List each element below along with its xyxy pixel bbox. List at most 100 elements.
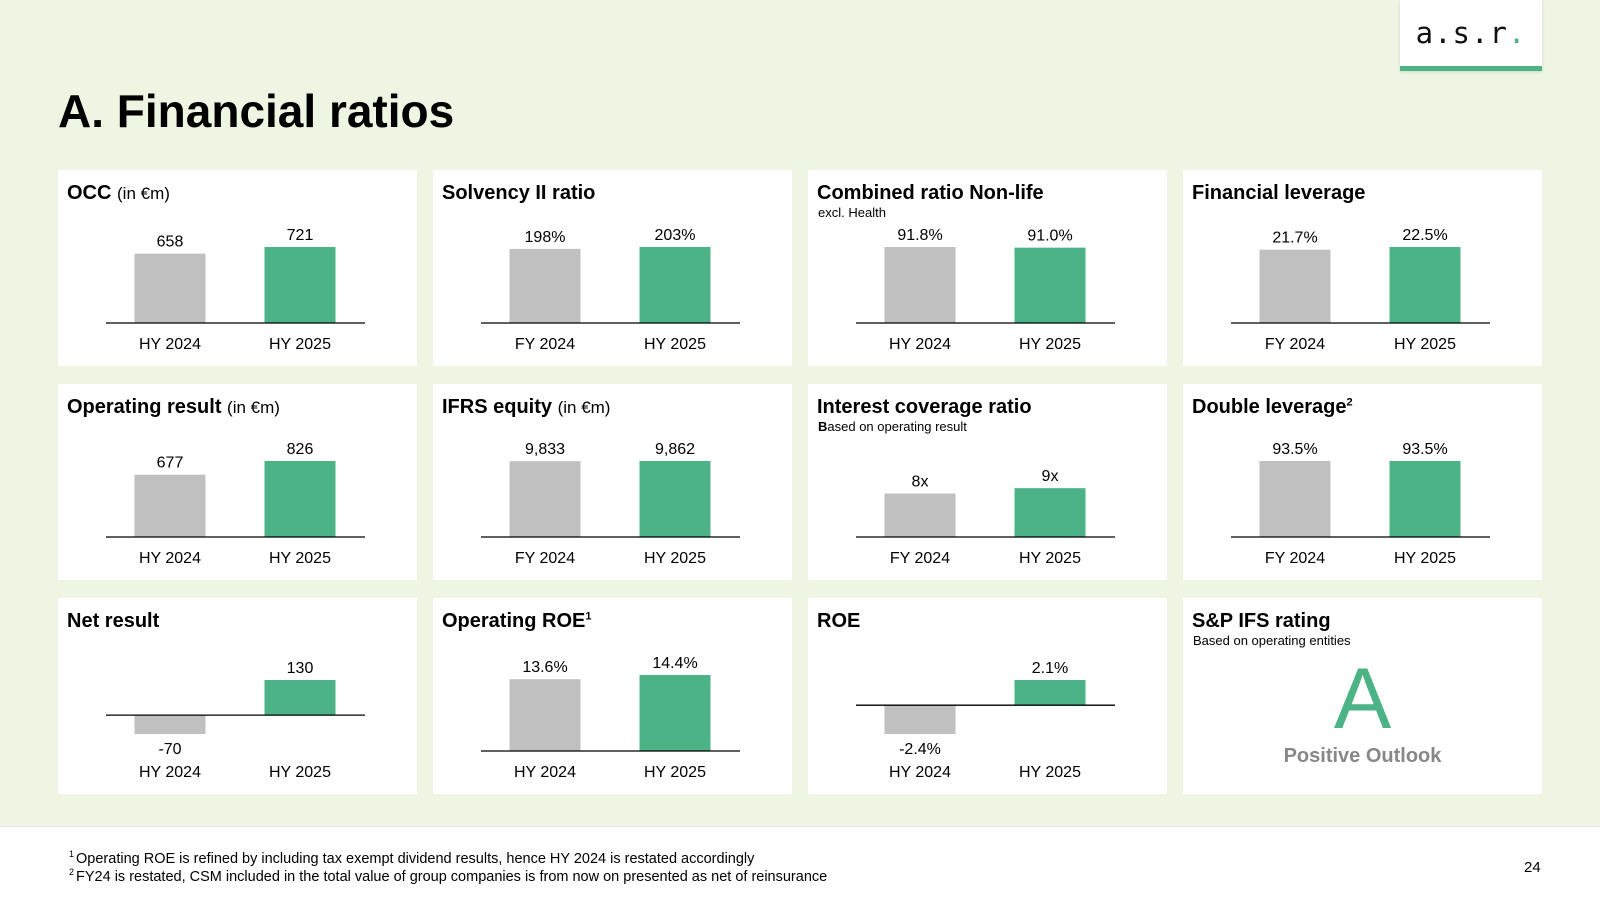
data-label: 91.8%	[897, 227, 942, 244]
title-text: Net result	[67, 610, 160, 632]
card-title: ROE	[817, 610, 860, 633]
data-label: -2.4%	[899, 741, 941, 758]
footer: 1 Operating ROE is refined by including t…	[0, 826, 1600, 900]
card-financial-leverage: Financial leverage 21.7% FY 2024 22.5% HY 2…	[1183, 170, 1542, 366]
footnote-ref: 2	[1346, 396, 1353, 409]
category-label: HY 2024	[139, 336, 201, 353]
card-subtitle: Based on operating result	[818, 419, 967, 434]
data-label: 2.1%	[1032, 660, 1068, 677]
title-unit: (in €m)	[227, 398, 280, 417]
card-occ: OCC (in €m) 658 HY 2024 721 HY 2025	[58, 170, 417, 366]
logo-text: a.s.r	[1415, 16, 1508, 50]
rating-outlook: Positive Outlook	[1283, 745, 1442, 767]
category-label: HY 2025	[269, 336, 331, 353]
card-net-result: Net result -70 HY 2024 130 HY 2025	[58, 598, 417, 794]
data-label: 203%	[655, 227, 696, 244]
data-label: 93.5%	[1402, 441, 1447, 458]
data-label: 130	[287, 660, 314, 677]
chart-solvency: 198% FY 2024 203% HY 2025	[481, 227, 740, 353]
data-label: 14.4%	[652, 655, 697, 672]
card-subtitle: excl. Health	[818, 205, 886, 220]
card-title: Operating result (in €m)	[67, 396, 280, 419]
bar-hy-2024	[884, 705, 956, 734]
chart-operating-result: 677 HY 2024 826 HY 2025	[106, 441, 365, 567]
category-label: FY 2024	[1265, 550, 1325, 567]
card-operating-roe: Operating ROE1 13.6% HY 2024 14.4% HY 2025	[433, 598, 792, 794]
data-label: 658	[157, 234, 184, 251]
data-label: 9,862	[655, 441, 695, 458]
data-label: 8x	[912, 474, 929, 491]
card-combined-ratio: Combined ratio Non-life excl. Health 91.…	[808, 170, 1167, 366]
data-label: 9x	[1042, 468, 1059, 485]
card-ifrs-equity: IFRS equity (in €m) 9,833 FY 2024 9,862 HY …	[433, 384, 792, 580]
title-text: Operating ROE	[442, 610, 586, 632]
category-label: HY 2025	[1394, 336, 1456, 353]
bar-hy-2025	[264, 680, 336, 716]
bar-hy-2025	[1389, 461, 1461, 537]
bar-fy-2024	[1259, 461, 1331, 537]
category-label: HY 2024	[889, 764, 951, 781]
title-text: Financial leverage	[1192, 182, 1366, 204]
title-text: IFRS equity	[442, 396, 553, 418]
card-operating-result: Operating result (in €m) 677 HY 2024 826 HY…	[58, 384, 417, 580]
page-number: 24	[1524, 859, 1541, 876]
bar-hy-2025	[1014, 488, 1086, 537]
card-solvency: Solvency II ratio 198% FY 2024 203% HY 2025	[433, 170, 792, 366]
category-label: HY 2025	[644, 764, 706, 781]
chart-interest-coverage: 8x FY 2024 9x HY 2025	[856, 468, 1115, 567]
data-label: 721	[287, 227, 314, 244]
data-label: -70	[158, 741, 181, 758]
category-label: FY 2024	[515, 336, 575, 353]
card-title: OCC (in €m)	[67, 182, 170, 205]
bar-hy-2024	[134, 474, 206, 537]
title-text: S&P IFS rating	[1192, 610, 1331, 632]
footnote-ref: 1	[585, 610, 592, 623]
bar-hy-2025	[264, 461, 336, 537]
card-sp-rating: S&P IFS rating Based on operating entiti…	[1183, 598, 1542, 794]
card-title: S&P IFS rating	[1192, 610, 1331, 633]
card-roe: ROE -2.4% HY 2024 2.1% HY 2025	[808, 598, 1167, 794]
data-label: 13.6%	[522, 659, 567, 676]
footnote-2: 2 FY24 is restated, CSM included in the t…	[69, 867, 827, 885]
data-label: 198%	[525, 229, 566, 246]
card-subtitle: Based on operating entities	[1193, 633, 1351, 648]
page-title: A. Financial ratios	[58, 85, 455, 137]
card-interest-coverage: Interest coverage ratio Based on operati…	[808, 384, 1167, 580]
bar-fy-2024	[884, 493, 956, 537]
bar-hy-2025	[639, 675, 711, 751]
bar-hy-2025	[1014, 680, 1086, 706]
chart-roe: -2.4% HY 2024 2.1% HY 2025	[856, 660, 1115, 781]
bar-hy-2024	[134, 253, 206, 323]
footnote-text: Operating ROE is refined by including ta…	[76, 850, 755, 867]
chart-double-leverage: 93.5% FY 2024 93.5% HY 2025	[1231, 441, 1490, 567]
chart-ifrs-equity: 9,833 FY 2024 9,862 HY 2025	[481, 441, 740, 567]
category-label: HY 2025	[1019, 336, 1081, 353]
category-label: HY 2025	[269, 550, 331, 567]
bar-fy-2024	[1259, 249, 1331, 323]
card-double-leverage: Double leverage2 93.5% FY 2024 93.5% HY 202…	[1183, 384, 1542, 580]
footnote-1: 1 Operating ROE is refined by including t…	[69, 849, 754, 867]
data-label: 91.0%	[1027, 228, 1072, 245]
asr-logo: a.s.r.	[1400, 0, 1542, 71]
chart-occ: 658 HY 2024 721 HY 2025	[106, 227, 365, 353]
card-title: Interest coverage ratio	[817, 396, 1032, 419]
bar-fy-2024	[509, 248, 581, 323]
category-label: HY 2024	[139, 764, 201, 781]
footnote-number: 2	[69, 867, 75, 877]
footnote-text: FY24 is restated, CSM included in the to…	[76, 868, 828, 885]
card-title: Financial leverage	[1192, 182, 1365, 205]
category-label: HY 2025	[644, 336, 706, 353]
bar-hy-2024	[134, 715, 206, 734]
data-label: 9,833	[525, 441, 565, 458]
data-label: 93.5%	[1272, 441, 1317, 458]
category-label: HY 2025	[1019, 764, 1081, 781]
category-label: HY 2025	[1394, 550, 1456, 567]
chart-financial-leverage: 21.7% FY 2024 22.5% HY 2025	[1231, 227, 1490, 353]
bar-hy-2025	[639, 247, 711, 323]
category-label: FY 2024	[1265, 336, 1325, 353]
footnote-number: 1	[69, 849, 75, 859]
title-text: Solvency II ratio	[442, 182, 596, 204]
category-label: FY 2024	[515, 550, 575, 567]
bar-fy-2024	[509, 461, 581, 537]
card-title: Operating ROE1	[442, 610, 591, 633]
